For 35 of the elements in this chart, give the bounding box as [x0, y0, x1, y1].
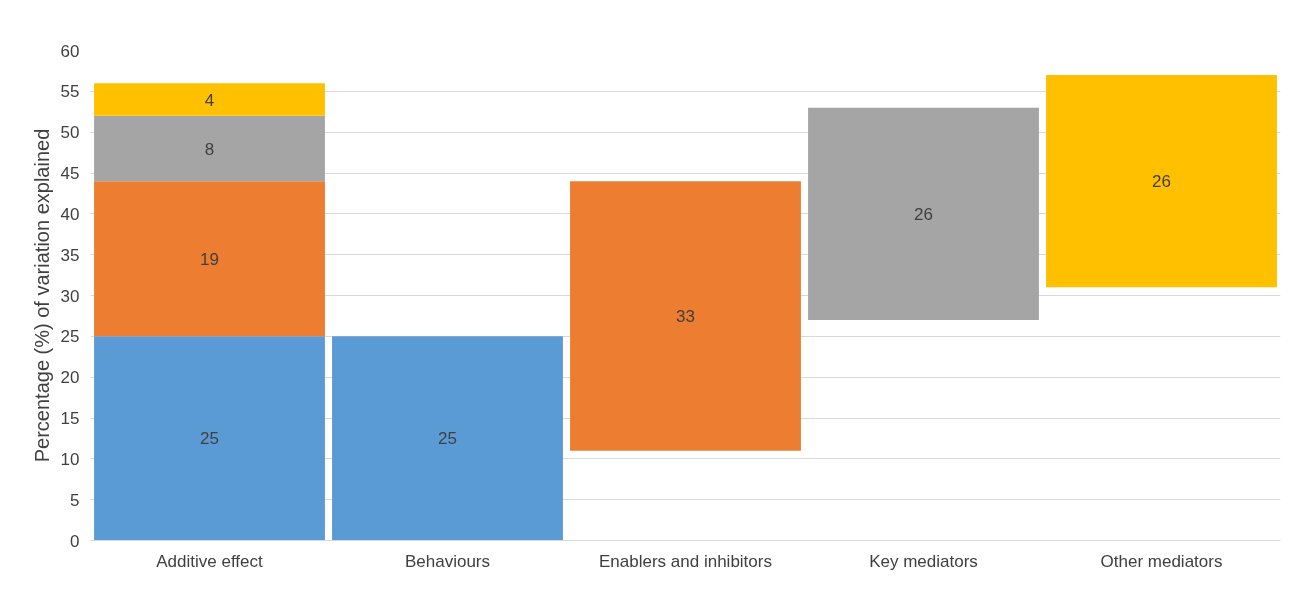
data-label: 26 [1152, 172, 1171, 192]
y-tick-label: 15 [60, 409, 80, 428]
data-label: 19 [200, 249, 219, 269]
y-tick-label: 50 [60, 123, 80, 143]
data-label: 25 [200, 429, 219, 449]
y-tick-label: 0 [70, 531, 80, 551]
data-label: 8 [204, 139, 215, 159]
y-tick-label: 20 [60, 368, 80, 388]
bar [94, 181, 325, 337]
x-tick-label: Additive effect [156, 551, 264, 571]
y-tick-label: 5 [70, 490, 80, 510]
y-tick-label: 60 [60, 41, 80, 61]
x-tick-label: Behaviours [404, 551, 491, 571]
bar [94, 336, 325, 541]
y-tick-label: 45 [60, 164, 80, 183]
data-label: 4 [204, 90, 215, 110]
bar [94, 83, 325, 116]
bar [808, 107, 1039, 320]
y-tick-label: 40 [60, 204, 80, 224]
data-label: 26 [914, 204, 933, 224]
y-axis-title: Percentage (%) of variation explained [30, 128, 53, 463]
y-tick-label: 35 [60, 245, 80, 265]
data-label: 33 [676, 306, 695, 326]
y-tick-label: 25 [60, 327, 80, 347]
bar [94, 115, 325, 182]
x-tick-label: Other mediators [1100, 551, 1223, 571]
x-tick-label: Key mediators [869, 551, 978, 571]
bar [570, 181, 801, 451]
bar [332, 336, 563, 541]
data-label: 25 [438, 429, 457, 449]
y-tick-label: 55 [60, 82, 80, 102]
x-tick-label: Enablers and inhibitors [599, 551, 772, 571]
bar [1046, 75, 1277, 288]
y-tick-label: 30 [60, 286, 80, 306]
y-tick-label: 10 [60, 449, 80, 469]
